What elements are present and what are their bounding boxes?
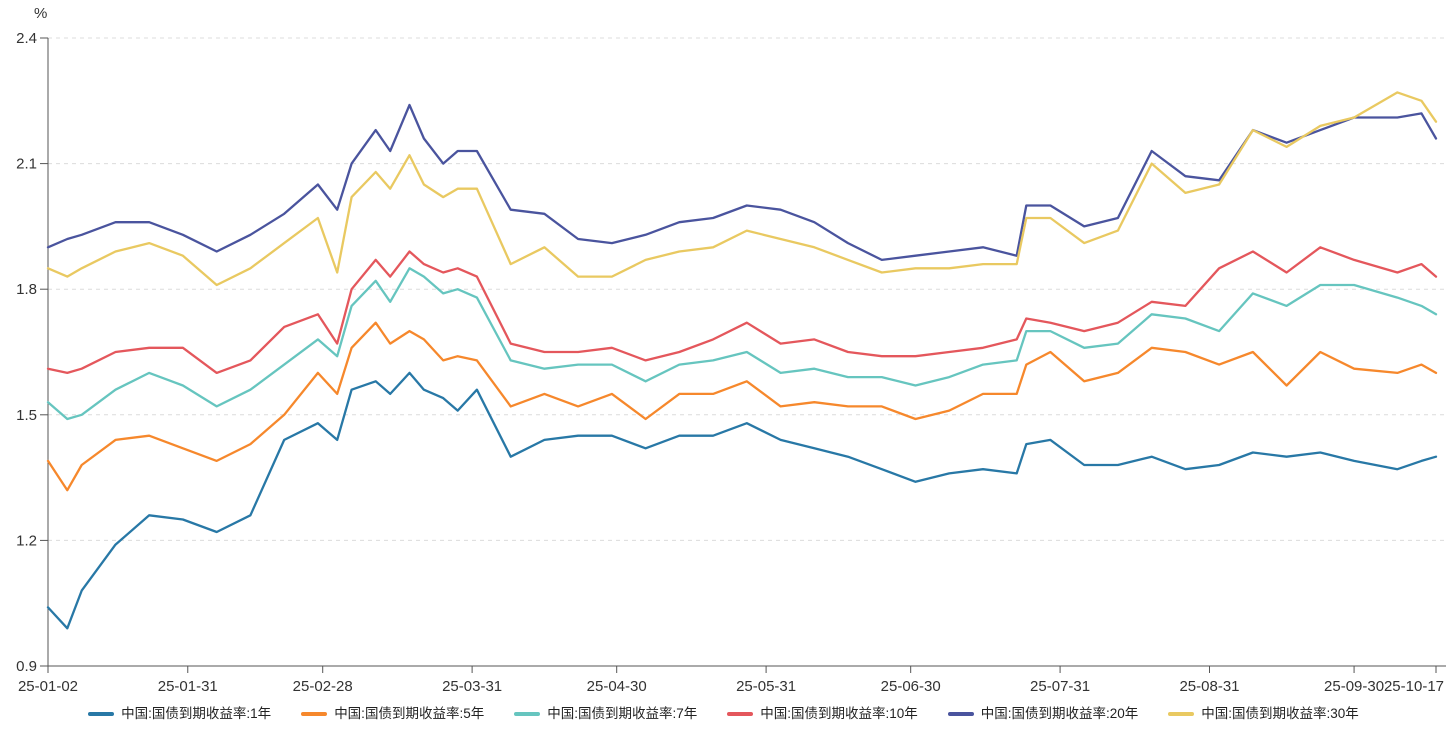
y-axis-unit-label: % bbox=[34, 5, 48, 22]
legend-line-swatch-icon bbox=[514, 712, 541, 716]
y-tick-label-1.5: 1.5 bbox=[16, 407, 37, 424]
legend-item-2[interactable]: 中国:国债到期收益率:5年 bbox=[301, 707, 484, 721]
yield-curve-line-chart[interactable]: 0.9 1.2 1.5 1.8 2.1 2.4 25-01-02 25-01-31 25-02-… bbox=[0, 0, 1447, 700]
legend-label: 中国:国债到期收益率:10年 bbox=[760, 706, 918, 722]
x-tick-label-25-09-30: 25-09-30 bbox=[1324, 678, 1384, 695]
legend-item-1[interactable]: 中国:国债到期收益率:1年 bbox=[88, 707, 271, 721]
y-tick-label-0.9: 0.9 bbox=[16, 658, 37, 675]
legend-item-5[interactable]: 中国:国债到期收益率:20年 bbox=[947, 706, 1139, 722]
series-line-4[interactable] bbox=[46, 246, 1438, 375]
legend-item-3[interactable]: 中国:国债到期收益率:7年 bbox=[514, 707, 697, 721]
legend-item-4[interactable]: 中国:国债到期收益率:10年 bbox=[727, 707, 918, 721]
x-tick-label-25-01-31: 25-01-31 bbox=[158, 678, 218, 695]
legend-label: 中国:国债到期收益率:5年 bbox=[334, 706, 485, 722]
x-tick-label-25-10-17: 25-10-17 bbox=[1384, 678, 1444, 695]
legend-label: 中国:国债到期收益率:20年 bbox=[980, 706, 1139, 722]
y-tick-label-2.1: 2.1 bbox=[16, 156, 37, 173]
y-tick-label-1.8: 1.8 bbox=[16, 281, 37, 298]
series-line-3[interactable] bbox=[46, 267, 1438, 421]
series-line-2[interactable] bbox=[46, 321, 1438, 492]
x-tick-label-25-05-31: 25-05-31 bbox=[736, 678, 796, 695]
series-line-1[interactable] bbox=[46, 371, 1438, 630]
y-tick-label-1.2: 1.2 bbox=[16, 532, 37, 549]
legend-label: 中国:国债到期收益率:7年 bbox=[547, 706, 698, 722]
x-tick-label-25-03-31: 25-03-31 bbox=[442, 678, 502, 695]
legend-label: 中国:国债到期收益率:1年 bbox=[121, 706, 272, 722]
series-line-6[interactable] bbox=[46, 91, 1438, 287]
legend-item-6[interactable]: 中国:国债到期收益率:30年 bbox=[1168, 707, 1359, 721]
legend-line-swatch-icon bbox=[301, 712, 328, 716]
x-tick-label-25-04-30: 25-04-30 bbox=[587, 678, 647, 695]
x-tick-label-25-08-31: 25-08-31 bbox=[1179, 678, 1239, 695]
x-tick-label-25-07-31: 25-07-31 bbox=[1030, 678, 1090, 695]
legend-label: 中国:国债到期收益率:30年 bbox=[1201, 706, 1359, 722]
y-tick-label-2.4: 2.4 bbox=[16, 30, 37, 47]
legend-line-swatch-icon bbox=[727, 712, 754, 716]
chart-legend: 中国:国债到期收益率:1年 中国:国债到期收益率:5年 中国:国债到期收益率:7年 中… bbox=[0, 700, 1447, 728]
x-tick-label-25-02-28: 25-02-28 bbox=[293, 678, 353, 695]
x-tick-label-25-01-02: 25-01-02 bbox=[18, 678, 78, 695]
series-line-5[interactable] bbox=[46, 103, 1438, 262]
legend-line-swatch-icon bbox=[947, 712, 974, 716]
legend-line-swatch-icon bbox=[88, 712, 115, 716]
legend-line-swatch-icon bbox=[1168, 712, 1195, 716]
x-tick-label-25-06-30: 25-06-30 bbox=[881, 678, 941, 695]
